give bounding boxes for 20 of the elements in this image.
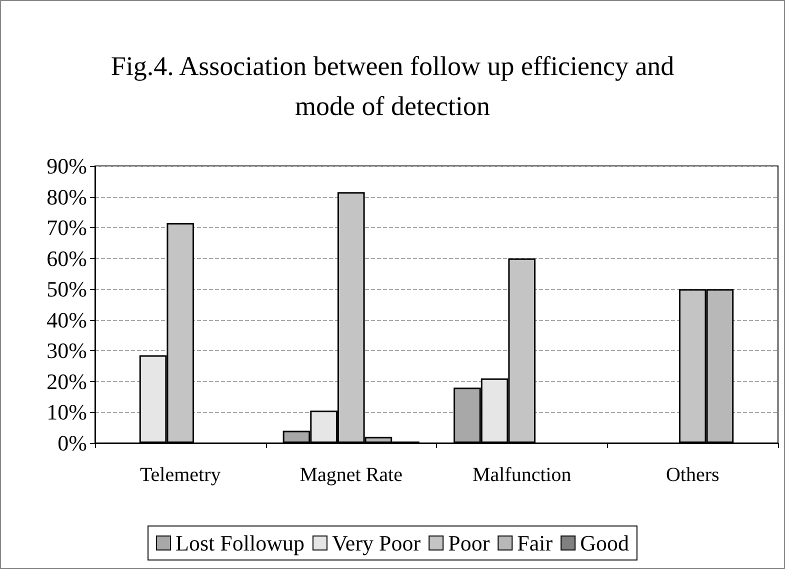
legend-label: Good <box>580 530 629 556</box>
y-tick-label: 0% <box>58 430 87 456</box>
legend-label: Poor <box>448 530 490 556</box>
y-tick-label: 60% <box>46 246 87 271</box>
x-tick-label: Telemetry <box>140 464 221 486</box>
legend-label: Fair <box>517 530 554 556</box>
legend-label: Very Poor <box>332 530 422 556</box>
x-tick-label: Magnet Rate <box>300 464 403 486</box>
x-tick-label: Others <box>666 464 720 486</box>
y-tick-label: 70% <box>46 215 87 240</box>
y-tick-label: 50% <box>46 276 87 302</box>
y-tick-label: 20% <box>46 368 87 394</box>
y-tick-label: 80% <box>46 184 87 210</box>
y-tick-label: 30% <box>46 338 87 364</box>
chart-title: Fig.4. Association between follow up efficiency and mode of detection <box>110 51 675 121</box>
x-tick-label: Malfunction <box>472 464 572 486</box>
y-tick-label: 40% <box>46 307 87 332</box>
y-tick-label: 10% <box>46 400 87 425</box>
legend-label: Lost Followup <box>176 530 304 556</box>
y-tick-label: 90% <box>46 154 87 178</box>
